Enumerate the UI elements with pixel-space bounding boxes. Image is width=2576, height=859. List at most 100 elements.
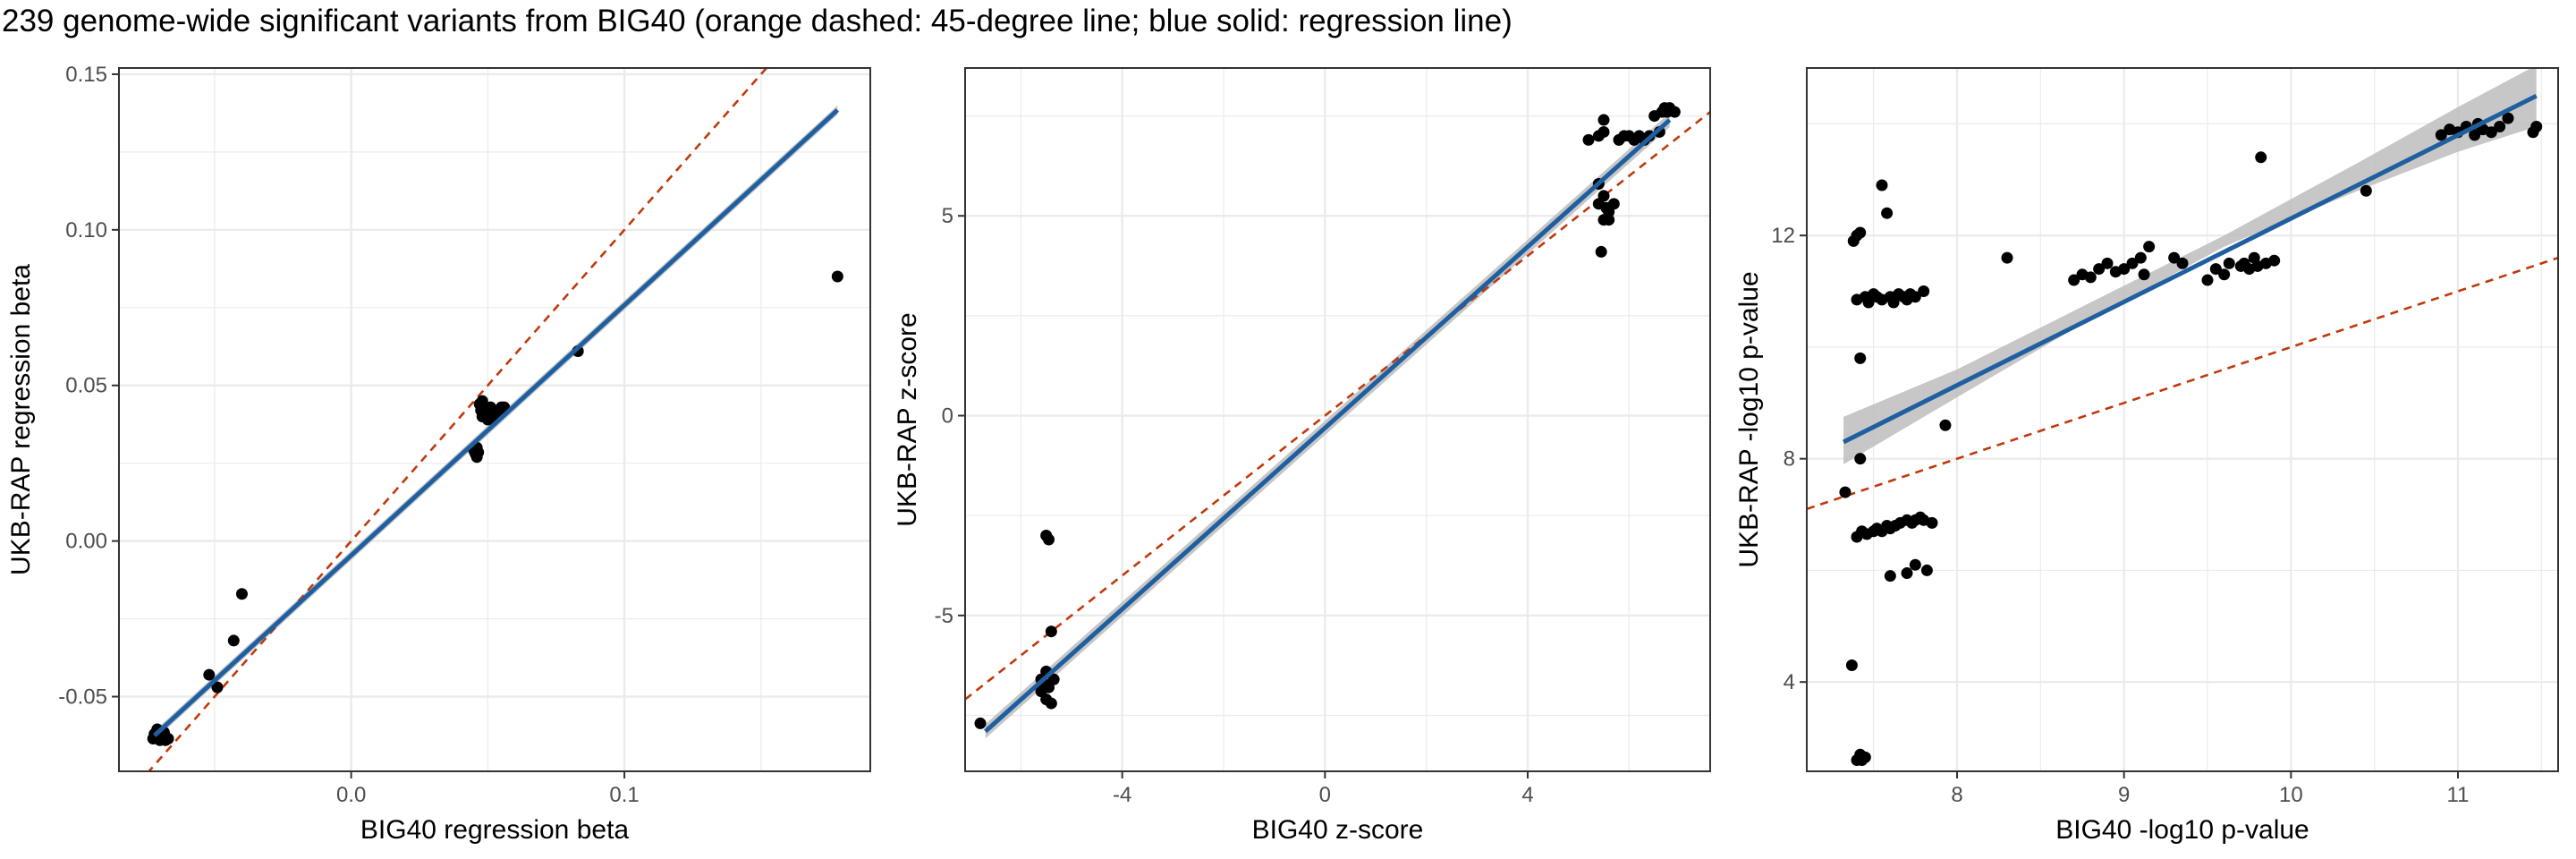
- y-tick-label: 0: [942, 404, 953, 429]
- data-point: [1859, 751, 1871, 763]
- data-point: [1854, 226, 1867, 239]
- data-point: [1845, 659, 1858, 671]
- data-point: [1582, 133, 1595, 146]
- data-point: [2223, 257, 2235, 269]
- data-point: [2068, 274, 2080, 286]
- y-tick-label: 0.15: [65, 63, 107, 87]
- data-point: [472, 447, 485, 459]
- x-tick-label: -4: [1113, 783, 1131, 807]
- data-point: [1607, 198, 1620, 210]
- plot-area: [965, 102, 1710, 739]
- data-point: [2084, 271, 2097, 284]
- data-point: [1881, 207, 1894, 219]
- data-point: [1876, 179, 1888, 191]
- data-point: [235, 588, 248, 600]
- data-point: [1661, 106, 1674, 118]
- identity-line: [965, 111, 1710, 701]
- data-point: [203, 668, 216, 681]
- data-point: [1592, 198, 1605, 210]
- data-point: [1884, 570, 1896, 583]
- data-point: [2118, 263, 2131, 276]
- data-point: [2101, 257, 2114, 269]
- x-tick-label: 0: [1319, 783, 1331, 807]
- data-point: [974, 717, 987, 729]
- data-point: [2435, 129, 2447, 141]
- x-tick-label: 11: [2447, 783, 2470, 807]
- data-point: [1597, 125, 1610, 138]
- data-point: [1918, 285, 1930, 298]
- data-point: [1043, 533, 1055, 546]
- regression-line: [984, 118, 1672, 734]
- data-point: [2360, 184, 2372, 197]
- data-point: [2209, 263, 2222, 276]
- data-point: [1887, 296, 1900, 309]
- data-point: [1854, 453, 1867, 465]
- data-point: [1854, 352, 1867, 364]
- data-point: [2218, 268, 2231, 281]
- regression-line: [153, 108, 840, 737]
- data-point: [227, 634, 240, 647]
- x-tick-label: 10: [2279, 783, 2303, 807]
- data-point: [1909, 291, 1921, 303]
- data-point: [1926, 516, 1938, 529]
- data-point: [2494, 121, 2506, 132]
- y-axis-title: UKB-RAP -log10 p-value: [1734, 271, 1764, 567]
- data-point: [2201, 274, 2214, 286]
- y-axis-title: UKB-RAP z-score: [893, 312, 922, 527]
- data-point: [1597, 114, 1610, 126]
- panel-border: [118, 67, 871, 772]
- data-point: [1939, 419, 1952, 431]
- panel-pvalue: 8 9 10 11 4 8 12 BIG40 -log10 p-value UKB-RAP -l…: [1734, 67, 2559, 845]
- x-axis-title: BIG40 z-score: [1252, 815, 1424, 845]
- data-point: [2168, 251, 2181, 264]
- data-point: [2469, 129, 2481, 141]
- data-point: [154, 734, 166, 746]
- data-point: [2143, 241, 2156, 253]
- data-point: [1595, 245, 1607, 258]
- x-axis-title: BIG40 regression beta: [360, 815, 629, 845]
- figure-title: 239 genome-wide significant variants fro…: [2, 4, 1513, 38]
- data-point: [2001, 251, 2013, 264]
- data-point: [2268, 254, 2281, 267]
- panel-zscore: -4 0 4 -5 0 5 BIG40 z-score UKB-RAP z-score: [893, 67, 1711, 845]
- x-tick-label: 0.0: [336, 783, 366, 807]
- identity-line: [147, 68, 768, 771]
- data-point: [1920, 564, 1933, 576]
- data-point: [1901, 567, 1913, 580]
- panel-border: [1806, 67, 2559, 772]
- data-point: [1909, 558, 1921, 571]
- y-tick-label: 0.00: [65, 530, 107, 554]
- x-tick-label: 0.1: [609, 783, 639, 807]
- y-tick-label: 0.10: [65, 218, 107, 242]
- plot-area: [1807, 68, 2558, 767]
- x-axis-title: BIG40 -log10 p-value: [2055, 815, 2309, 845]
- y-tick-label: 4: [1784, 670, 1795, 694]
- regression-line: [1842, 93, 2538, 445]
- data-point: [2176, 257, 2189, 269]
- y-tick-label: -0.05: [58, 685, 107, 710]
- y-tick-label: -5: [935, 604, 953, 628]
- data-point: [1047, 673, 1060, 685]
- data-point: [2093, 263, 2106, 276]
- confidence-band: [1843, 68, 2537, 464]
- panel-beta: 0.0 0.1 -0.05 0.00 0.05 0.10 0.15 BIG40 regress…: [6, 63, 871, 845]
- data-point: [2134, 251, 2147, 264]
- data-point: [211, 681, 224, 693]
- data-point: [2255, 151, 2267, 164]
- data-point: [1045, 697, 1057, 710]
- y-tick-label: 0.05: [65, 374, 107, 398]
- data-point: [2485, 126, 2497, 139]
- data-point: [2126, 257, 2139, 269]
- data-point: [1603, 214, 1615, 226]
- data-point: [1862, 296, 1875, 309]
- x-tick-label: 9: [2118, 783, 2130, 807]
- y-tick-label: 12: [1771, 224, 1795, 248]
- data-point: [2138, 268, 2150, 281]
- x-tick-label: 4: [1521, 783, 1533, 807]
- data-point: [831, 270, 843, 283]
- data-point: [1839, 486, 1852, 498]
- data-point: [2502, 112, 2514, 124]
- data-point: [1045, 625, 1057, 638]
- y-axis-title: UKB-RAP regression beta: [6, 264, 36, 575]
